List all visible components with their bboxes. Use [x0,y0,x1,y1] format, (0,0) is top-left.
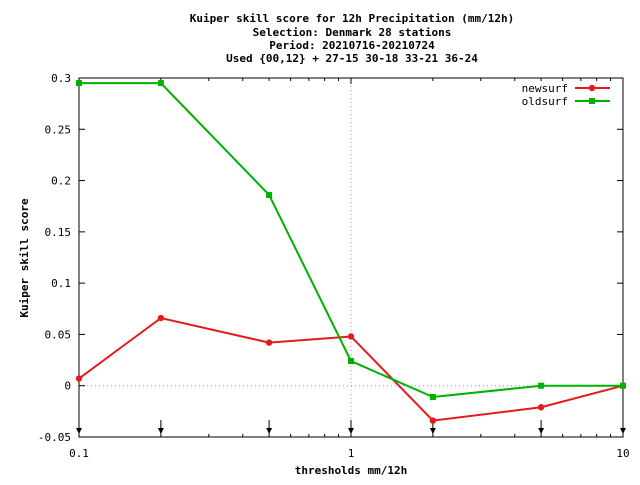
title-line-1: Kuiper skill score for 12h Precipitation… [190,12,515,25]
y-tick-label: 0.2 [51,175,71,188]
y-tick-label: 0.3 [51,72,71,85]
y-tick-label: 0 [64,380,71,393]
title-line-2: Selection: Denmark 28 stations [253,26,452,39]
data-point-oldsurf [620,382,626,389]
data-point-newsurf [157,314,165,322]
y-tick-label: 0.1 [51,277,71,290]
x-axis-label: thresholds mm/12h [295,464,408,477]
series [75,80,627,424]
legend-label-newsurf: newsurf [522,82,568,95]
data-point-newsurf [75,375,83,382]
threshold-marker-arrow [538,428,545,434]
data-point-oldsurf [266,191,273,198]
threshold-markers [76,420,626,434]
legend-label-oldsurf: oldsurf [522,95,568,108]
x-tick-label: 10 [616,447,629,460]
threshold-marker-arrow [620,428,626,434]
legend-marker-oldsurf [589,98,595,104]
data-point-oldsurf [538,382,545,389]
threshold-marker-arrow [348,428,354,434]
data-point-oldsurf [76,80,82,87]
ticks: 0.3 0.25 0.2 0.15 0.1 0.05 0 -0.05 0.1 1 10 [38,72,630,460]
title-line-4: Used {00,12} + 27-15 30-18 33-21 36-24 [226,52,478,65]
data-point-newsurf [347,333,355,340]
grid [79,78,623,437]
data-point-oldsurf [348,358,354,365]
data-point-oldsurf [429,393,436,400]
x-tick-label: 0.1 [69,447,89,460]
y-tick-label: -0.05 [38,431,71,444]
y-tick-label: 0.05 [45,328,72,341]
y-axis-label: Kuiper skill score [18,198,31,318]
threshold-marker-arrow [266,428,273,434]
title-line-3: Period: 20210716-20210724 [269,39,435,52]
data-point-newsurf [429,417,437,424]
y-tick-label: 0.25 [45,123,72,136]
data-point-newsurf [537,404,545,411]
data-point-newsurf [265,339,273,346]
y-tick-label: 0.15 [45,226,72,239]
threshold-marker-arrow [157,428,164,434]
legend-marker-newsurf [588,84,596,92]
chart-title: Kuiper skill score for 12h Precipitation… [190,12,515,65]
x-tick-label: 1 [348,447,355,460]
threshold-marker-arrow [76,428,82,434]
data-point-oldsurf [157,80,164,87]
threshold-marker-arrow [429,428,436,434]
